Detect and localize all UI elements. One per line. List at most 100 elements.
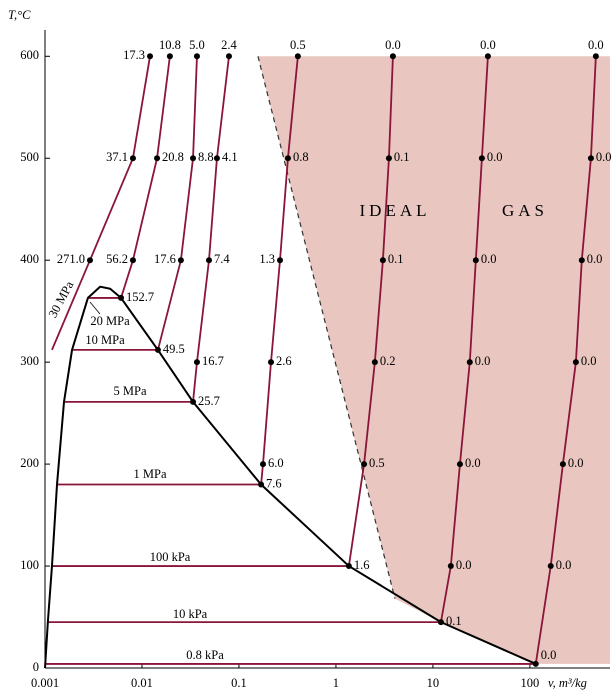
ideal-gas-region (257, 56, 610, 664)
state-point (389, 53, 396, 60)
point-label: 17.3 (123, 48, 145, 62)
point-label: 7.4 (214, 252, 230, 266)
state-point (260, 461, 267, 468)
point-label: 0.8 (293, 150, 309, 164)
point-label: 0.0 (385, 38, 401, 52)
point-label: 0.0 (480, 38, 496, 52)
point-label: 37.1 (106, 150, 128, 164)
state-point (258, 481, 265, 488)
point-label: 0.0 (475, 354, 491, 368)
state-point (277, 257, 284, 264)
y-tick-label: 500 (20, 150, 39, 164)
point-label: 0.5 (369, 456, 385, 470)
point-label: 17.6 (154, 252, 176, 266)
point-label: 0.0 (465, 456, 481, 470)
isobar-label: 30 MPa (46, 278, 77, 320)
state-point (129, 155, 136, 162)
point-label: 10.8 (159, 38, 181, 52)
point-label: 49.5 (163, 342, 185, 356)
y-axis-label: T,°C (8, 8, 31, 22)
state-point (361, 461, 368, 468)
isobar-label: 10 kPa (173, 607, 208, 621)
label-arrow (89, 301, 101, 315)
y-tick-label: 200 (20, 456, 39, 470)
point-label: 1.3 (259, 252, 275, 266)
state-point (147, 53, 154, 60)
state-point (86, 257, 93, 264)
point-label: 0.0 (568, 456, 584, 470)
isobar-label: 10 MPa (85, 333, 125, 347)
y-tick-label: 300 (20, 354, 39, 368)
isobar (72, 56, 198, 351)
point-label: 4.1 (222, 150, 238, 164)
state-point (559, 461, 566, 468)
state-point (547, 563, 554, 570)
isobar (63, 56, 230, 403)
state-point (154, 346, 161, 353)
point-label: 8.8 (198, 150, 214, 164)
y-tick-label: 600 (20, 48, 39, 62)
point-label: 25.7 (198, 394, 220, 408)
state-point (478, 155, 485, 162)
isobar-label: 100 kPa (150, 550, 191, 564)
point-label: 0.0 (556, 558, 572, 572)
y-tick-label: 0 (33, 660, 39, 674)
point-label: 0.5 (290, 38, 306, 52)
isobar-label: 1 MPa (134, 467, 167, 481)
state-point (484, 53, 491, 60)
point-label: 0.0 (596, 150, 612, 164)
point-label: 20.8 (162, 150, 184, 164)
state-point (190, 398, 197, 405)
state-point (472, 257, 479, 264)
state-point (447, 563, 454, 570)
isobar (47, 56, 489, 624)
point-label: 0.1 (388, 252, 404, 266)
point-label: 5.0 (189, 38, 205, 52)
point-label: 0.1 (446, 614, 462, 628)
point-label: 0.0 (588, 38, 604, 52)
state-point (193, 53, 200, 60)
x-tick-label: 100 (521, 676, 540, 690)
isobar-label: 5 MPa (114, 384, 147, 398)
state-point (166, 53, 173, 60)
point-label: 271.0 (57, 252, 85, 266)
annotation: IDEAL (360, 201, 431, 220)
state-point (532, 660, 539, 667)
state-point (213, 155, 220, 162)
point-label: 16.7 (202, 354, 224, 368)
state-point (193, 359, 200, 366)
state-point (205, 257, 212, 264)
isobar (45, 56, 597, 665)
state-point (379, 257, 386, 264)
point-label: 0.0 (541, 648, 557, 662)
ideal-gas-boundary (257, 56, 396, 599)
state-point (385, 155, 392, 162)
annotation: GAS (502, 201, 548, 220)
point-label: 152.7 (126, 290, 154, 304)
state-point (345, 563, 352, 570)
x-tick-label: 10 (427, 676, 440, 690)
isobar (51, 56, 151, 351)
point-label: 1.6 (354, 558, 370, 572)
state-point (177, 257, 184, 264)
state-point (267, 359, 274, 366)
x-tick-label: 0.001 (31, 676, 59, 690)
point-label: 7.6 (266, 476, 282, 490)
state-point (578, 257, 585, 264)
point-label: 0.2 (380, 354, 396, 368)
point-label: 2.4 (221, 38, 237, 52)
state-point (225, 53, 232, 60)
state-point (284, 155, 291, 162)
state-point (154, 155, 161, 162)
x-tick-label: 0.1 (231, 676, 247, 690)
isobar-label: 0.8 kPa (186, 648, 224, 662)
x-tick-label: 0.01 (131, 676, 153, 690)
point-label: 0.0 (481, 252, 497, 266)
state-point (587, 155, 594, 162)
state-point (190, 155, 197, 162)
isobar-label: 20 MPa (90, 314, 130, 328)
point-label: 0.0 (456, 558, 472, 572)
point-label: 0.0 (581, 354, 597, 368)
point-label: 6.0 (268, 456, 284, 470)
